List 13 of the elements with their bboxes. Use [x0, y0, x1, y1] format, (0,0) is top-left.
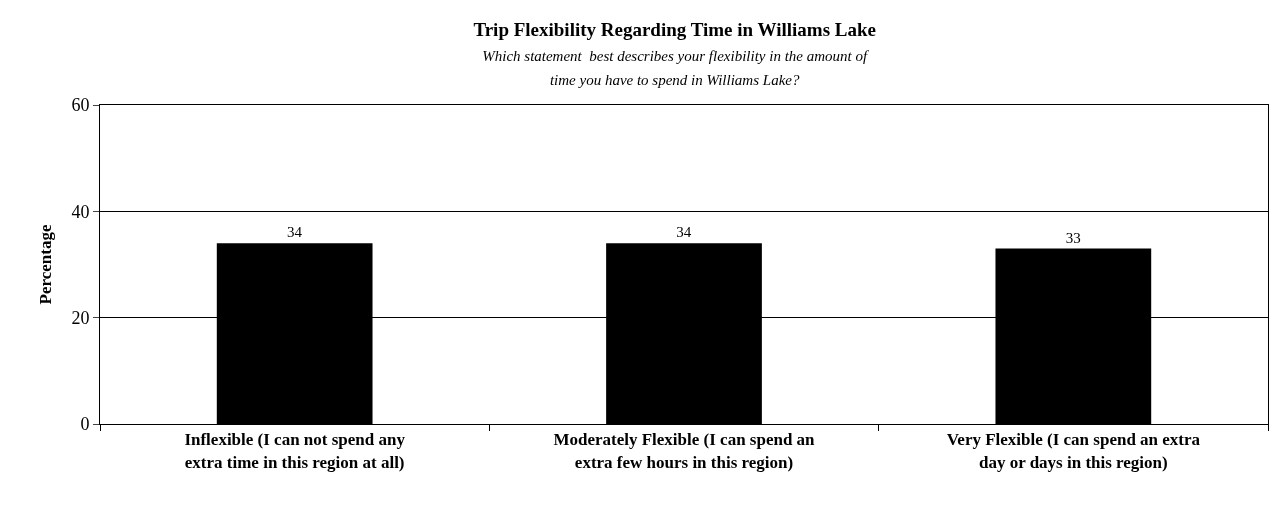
x-tick-label: Inflexible (I can not spend any extra time in this region at all): [184, 430, 406, 472]
x-tick-label: Very Flexible (I can spend an extra day or days in this region): [946, 430, 1201, 472]
y-tick-label: 40: [71, 201, 90, 222]
data-label: 34: [676, 224, 692, 241]
data-label: 34: [286, 224, 303, 241]
y-tick-label: 20: [71, 307, 90, 328]
y-tick-label: 0: [80, 414, 90, 435]
chart-subtitle: Which statement best describes your flexibility in the amount of time you have to spend in Williams Lake?: [482, 47, 869, 89]
chart-title: Trip Flexibility Regarding Time in Williams Lake: [473, 18, 876, 40]
data-label: 33: [1065, 229, 1081, 246]
y-axis-title: Percentage: [35, 224, 55, 305]
y-tick-label: 60: [71, 95, 90, 116]
x-tick-label: Moderately Flexible (I can spend an extra few hours in this region): [553, 430, 816, 472]
